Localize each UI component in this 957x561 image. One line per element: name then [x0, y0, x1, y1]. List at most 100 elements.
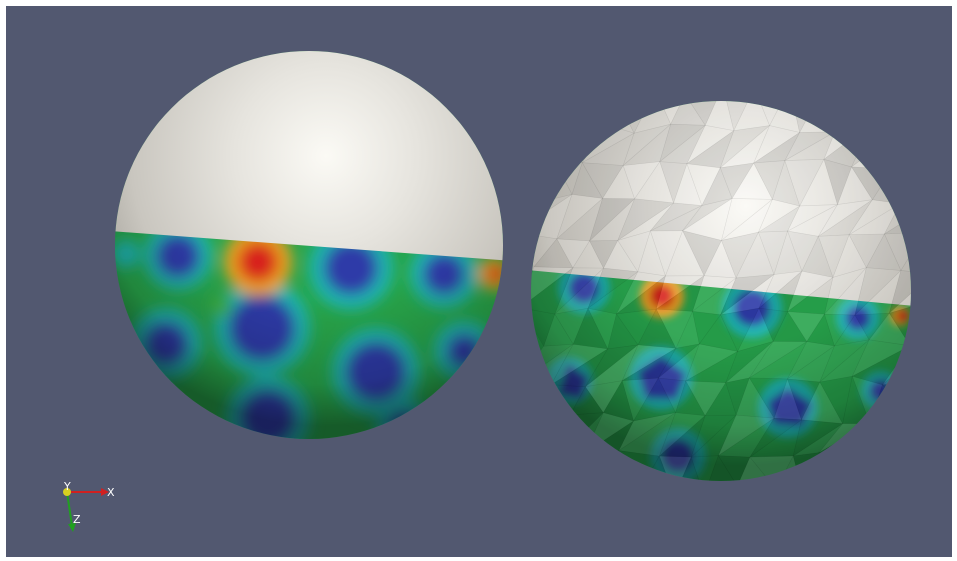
mesh-facet — [617, 202, 674, 241]
mesh-facet — [621, 344, 677, 382]
mesh-facet — [622, 123, 671, 167]
mesh-facet — [675, 310, 700, 349]
mesh-facet — [650, 205, 703, 232]
mesh-facet — [757, 205, 801, 233]
mesh-facet — [792, 452, 820, 481]
mesh-facet — [550, 343, 609, 386]
mesh-facet — [786, 345, 836, 383]
x-axis-label: X — [107, 486, 115, 499]
mesh-facet — [736, 456, 777, 481]
mesh-facet — [549, 101, 588, 129]
mesh-facet — [637, 308, 677, 349]
mesh-facet — [851, 123, 907, 168]
mesh-facet — [584, 450, 620, 481]
mesh-facet — [616, 271, 667, 315]
mesh-facet — [719, 125, 770, 169]
mesh-facet — [632, 377, 676, 422]
3d-scene[interactable]: X Y Z — [6, 6, 952, 557]
mesh-facet — [721, 231, 759, 279]
mesh-facet — [787, 270, 834, 313]
mesh-facet — [690, 414, 737, 458]
mesh-facet — [657, 377, 687, 414]
mesh-facet — [753, 125, 801, 164]
mesh-facet — [748, 340, 808, 380]
mesh-facet — [617, 198, 675, 242]
render-viewport[interactable]: X Y Z — [6, 6, 952, 557]
mesh-facet — [684, 101, 724, 126]
mesh-facet — [800, 381, 844, 424]
mesh-facet — [587, 271, 639, 315]
mesh-facet — [799, 158, 838, 207]
mesh-facet — [832, 454, 870, 481]
mesh-facet — [748, 419, 802, 458]
mesh-facet — [752, 132, 800, 164]
mesh-facet — [819, 339, 871, 383]
mesh-facet — [787, 378, 821, 421]
mesh-facet — [834, 101, 872, 133]
mesh-facet — [823, 267, 867, 316]
mesh-facet — [881, 382, 911, 418]
mesh-facet — [891, 167, 911, 205]
mesh-facet — [572, 452, 601, 481]
mesh-facet — [758, 270, 803, 312]
mesh-facet — [888, 303, 911, 347]
mesh-facet — [899, 167, 911, 205]
mesh-facet — [622, 123, 672, 166]
mesh-facet — [731, 162, 773, 200]
mesh-facet — [585, 344, 640, 388]
mesh-facet — [691, 277, 737, 316]
mesh-facet — [637, 229, 666, 277]
mesh-facet — [569, 101, 608, 129]
mesh-facet — [784, 158, 825, 207]
mesh-facet — [686, 129, 735, 169]
mesh-facet — [569, 386, 604, 416]
mesh-facet — [868, 312, 911, 347]
mesh-facet — [817, 199, 873, 237]
mesh-facet — [531, 266, 574, 315]
mesh-facet — [622, 161, 661, 200]
y-axis-marker — [63, 488, 71, 496]
mesh-facet — [701, 167, 733, 207]
mesh-facet — [587, 307, 617, 350]
facet-mesh — [531, 101, 911, 481]
x-axis-arrow — [101, 488, 109, 496]
mesh-facet — [907, 456, 911, 481]
mesh-facet — [737, 307, 774, 352]
mesh-facet — [649, 230, 684, 277]
mesh-facet — [690, 455, 719, 481]
mesh-facet — [717, 414, 776, 457]
mesh-facet — [900, 231, 911, 275]
mesh-facet — [704, 382, 737, 416]
mesh-facet — [720, 307, 760, 353]
mesh-facet — [531, 127, 572, 161]
mesh-facet — [556, 238, 591, 269]
mesh-facet — [842, 375, 871, 424]
mesh-facet — [589, 240, 619, 269]
mesh-facet — [606, 101, 635, 134]
mesh-facet — [818, 199, 873, 237]
orientation-axes-widget[interactable]: X Y Z — [63, 480, 115, 532]
mesh-facet — [850, 125, 907, 170]
mesh-facet — [758, 230, 789, 276]
mesh-facet — [543, 313, 574, 347]
mesh-facet — [692, 310, 722, 345]
mesh-facet — [909, 302, 911, 347]
mesh-facet — [724, 341, 774, 384]
mesh-facet — [817, 234, 850, 279]
mesh-facet — [572, 307, 609, 350]
mesh-facet — [787, 230, 819, 272]
mesh-facet — [655, 308, 693, 349]
mesh-facet — [832, 233, 867, 278]
mesh-facet — [657, 343, 700, 382]
mesh-facet — [819, 375, 853, 425]
mesh-facet — [882, 414, 911, 458]
mesh-facet — [682, 198, 733, 231]
mesh-facet — [550, 348, 608, 388]
mesh-facet — [554, 307, 589, 345]
mesh-facet — [531, 158, 555, 203]
mesh-facet — [602, 164, 636, 200]
mesh-facet — [681, 197, 733, 241]
mesh-facet — [771, 159, 801, 207]
mesh-facet — [537, 459, 574, 481]
mesh-facet — [581, 132, 635, 166]
